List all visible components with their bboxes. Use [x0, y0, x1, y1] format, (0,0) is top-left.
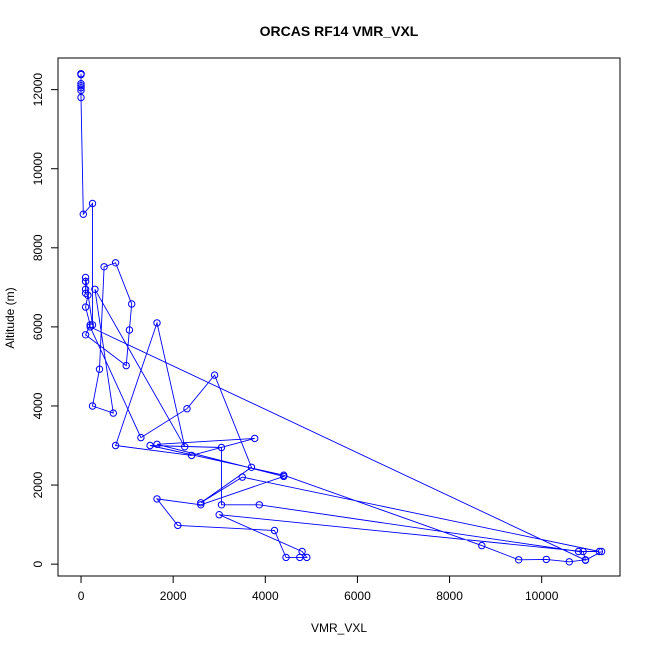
- data-point: [122, 361, 130, 370]
- data-point: [565, 558, 573, 566]
- data-point: [153, 440, 161, 448]
- data-point: [77, 70, 85, 79]
- data-point: [238, 473, 247, 481]
- data-point: [81, 273, 90, 282]
- data-point: [595, 547, 603, 556]
- data-point: [574, 547, 583, 556]
- data-point: [251, 434, 259, 443]
- y-tick-label: 6000: [31, 313, 45, 340]
- data-point: [84, 291, 92, 299]
- data-point: [255, 501, 263, 509]
- y-tick-label: 4000: [31, 392, 45, 419]
- data-point: [81, 331, 90, 339]
- data-point: [217, 501, 226, 509]
- data-point: [100, 263, 108, 271]
- data-point: [137, 433, 145, 442]
- data-point: [86, 323, 94, 331]
- data-point: [153, 319, 161, 327]
- data-point: [77, 93, 85, 102]
- data-point: [197, 501, 205, 509]
- data-point: [282, 553, 290, 562]
- x-tick-label: 10000: [525, 589, 559, 603]
- data-point: [181, 443, 189, 451]
- y-tick-label: 12000: [31, 73, 45, 107]
- chart-title: ORCAS RF14 VMR_VXL: [260, 23, 419, 39]
- data-point: [579, 547, 587, 556]
- data-point: [210, 371, 219, 379]
- data-point: [81, 277, 90, 286]
- data-point: [515, 556, 523, 564]
- data-point: [303, 553, 311, 562]
- data-point: [77, 82, 85, 90]
- x-axis-label: VMR_VXL: [311, 621, 367, 635]
- y-axis: 0 2000 4000 6000 8000 10000 12000: [31, 73, 58, 567]
- data-point: [597, 547, 606, 556]
- data-point: [197, 499, 205, 507]
- data-point: [187, 451, 196, 460]
- x-axis: 0 2000 4000 6000 8000 10000: [78, 576, 559, 603]
- data-point: [91, 285, 99, 293]
- plot-frame: [57, 57, 621, 577]
- x-tick-label: 4000: [252, 589, 279, 603]
- data-point: [146, 441, 154, 450]
- data-point: [128, 300, 136, 308]
- series-layer: [77, 70, 606, 566]
- data-point: [217, 443, 226, 452]
- data-point: [79, 210, 88, 218]
- x-tick-label: 2000: [160, 589, 187, 603]
- data-point: [111, 259, 120, 267]
- data-point: [109, 409, 118, 417]
- data-point: [183, 405, 191, 413]
- data-point: [125, 326, 134, 334]
- data-point: [153, 495, 161, 503]
- data-point: [478, 541, 486, 550]
- x-tick-label: 6000: [344, 589, 371, 603]
- x-tick-label: 0: [78, 589, 85, 603]
- x-tick-label: 8000: [436, 589, 463, 603]
- data-point: [88, 402, 97, 410]
- data-point: [111, 441, 120, 450]
- y-tick-label: 8000: [31, 234, 45, 261]
- data-point: [270, 526, 279, 535]
- data-point: [86, 321, 94, 329]
- y-tick-label: 2000: [31, 471, 45, 498]
- data-point: [247, 463, 256, 471]
- data-point: [81, 303, 90, 311]
- data-point: [81, 289, 90, 297]
- data-point: [77, 84, 85, 92]
- data-point: [298, 547, 306, 556]
- series-line: [80, 73, 602, 563]
- data-point: [77, 86, 85, 95]
- data-point: [88, 199, 97, 208]
- y-tick-label: 0: [31, 560, 45, 567]
- data-point: [581, 556, 590, 564]
- data-point: [95, 365, 104, 373]
- y-tick-label: 10000: [31, 152, 45, 186]
- data-point: [542, 555, 550, 564]
- y-axis-label: Altitude (m): [3, 287, 17, 348]
- data-point: [215, 511, 223, 519]
- data-point: [88, 321, 97, 329]
- data-point: [174, 521, 182, 530]
- data-point: [280, 471, 288, 479]
